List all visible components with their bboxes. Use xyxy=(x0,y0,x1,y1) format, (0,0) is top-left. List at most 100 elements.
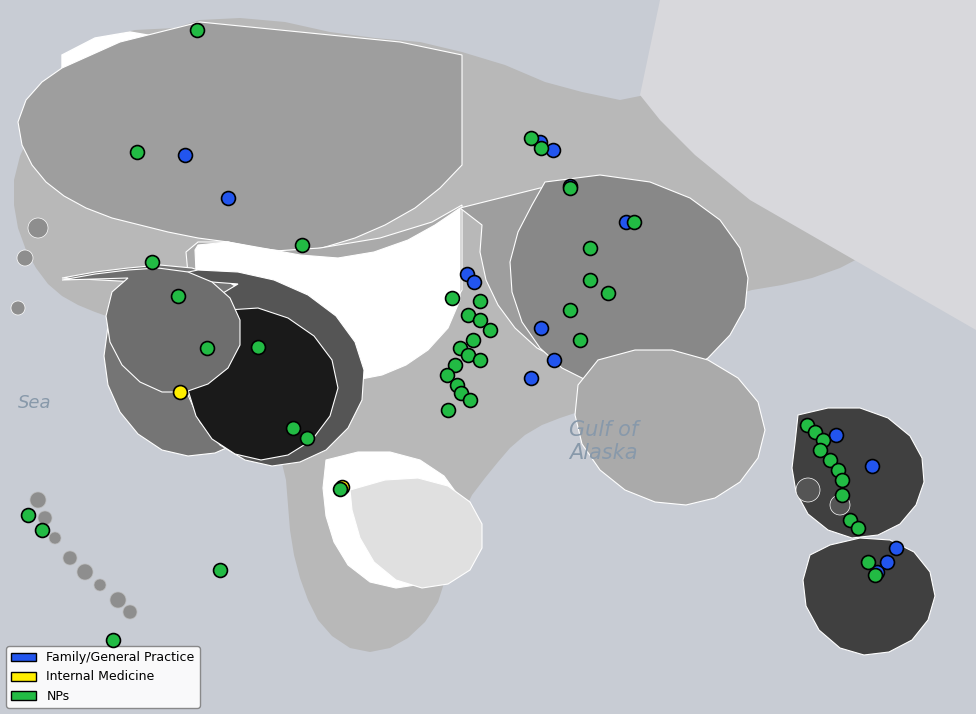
Point xyxy=(300,432,315,443)
Legend: Family/General Practice, Internal Medicine, NPs: Family/General Practice, Internal Medici… xyxy=(6,646,199,708)
Point xyxy=(572,334,588,346)
Point xyxy=(562,304,578,316)
Point xyxy=(170,291,185,302)
Polygon shape xyxy=(188,308,338,460)
Point xyxy=(547,354,562,366)
Point xyxy=(466,334,481,346)
Point xyxy=(334,481,349,493)
Point xyxy=(444,292,460,303)
Polygon shape xyxy=(18,22,462,252)
Polygon shape xyxy=(186,205,462,380)
Polygon shape xyxy=(640,0,976,330)
Point xyxy=(815,434,831,446)
Point xyxy=(199,342,215,353)
Polygon shape xyxy=(62,265,283,456)
Text: Sea: Sea xyxy=(18,394,51,413)
Point xyxy=(600,287,616,298)
Polygon shape xyxy=(460,182,710,368)
Text: Gulf of
Alaska: Gulf of Alaska xyxy=(569,420,637,463)
Circle shape xyxy=(77,564,93,580)
Point xyxy=(439,369,455,381)
Point xyxy=(472,354,488,366)
Point xyxy=(461,309,476,321)
Point xyxy=(864,461,879,472)
Polygon shape xyxy=(14,18,922,652)
Point xyxy=(440,404,456,416)
Point xyxy=(562,182,578,193)
Point xyxy=(870,566,885,578)
Point xyxy=(860,556,875,568)
Point xyxy=(467,276,482,288)
Point xyxy=(461,349,476,361)
Circle shape xyxy=(28,218,48,238)
Point xyxy=(294,239,309,251)
Point xyxy=(105,634,121,645)
Point xyxy=(799,419,815,431)
Point xyxy=(807,426,823,438)
Point xyxy=(144,256,160,268)
Point xyxy=(523,372,539,383)
Point xyxy=(831,464,846,476)
Polygon shape xyxy=(350,478,482,588)
Polygon shape xyxy=(62,268,240,392)
Point xyxy=(627,216,642,228)
Polygon shape xyxy=(62,32,218,155)
Point xyxy=(129,146,144,158)
Point xyxy=(178,149,193,161)
Circle shape xyxy=(17,250,33,266)
Circle shape xyxy=(63,551,77,565)
Circle shape xyxy=(123,605,137,619)
Point xyxy=(447,359,463,371)
Point xyxy=(212,564,227,575)
Point xyxy=(172,386,187,398)
Circle shape xyxy=(110,592,126,608)
Point xyxy=(834,489,850,501)
Point xyxy=(20,509,36,521)
Circle shape xyxy=(830,495,850,515)
Point xyxy=(618,216,633,228)
Point xyxy=(221,192,236,203)
Point xyxy=(453,387,468,398)
Point xyxy=(459,268,474,280)
Point xyxy=(472,296,488,307)
Polygon shape xyxy=(803,538,935,655)
Polygon shape xyxy=(323,452,465,588)
Point xyxy=(189,24,205,36)
Point xyxy=(850,522,866,533)
Circle shape xyxy=(49,532,61,544)
Point xyxy=(250,341,265,353)
Point xyxy=(533,322,549,333)
Polygon shape xyxy=(792,408,924,538)
Point xyxy=(472,314,488,326)
Point xyxy=(34,524,50,536)
Circle shape xyxy=(796,478,820,502)
Point xyxy=(812,444,828,456)
Point xyxy=(546,144,561,156)
Point xyxy=(879,556,895,568)
Circle shape xyxy=(94,579,106,591)
Point xyxy=(834,474,850,486)
Point xyxy=(482,324,498,336)
Point xyxy=(523,132,539,144)
Point xyxy=(583,242,598,253)
Point xyxy=(829,429,844,441)
Point xyxy=(562,181,578,192)
Polygon shape xyxy=(195,208,460,380)
Point xyxy=(452,342,468,353)
Point xyxy=(533,142,549,154)
Point xyxy=(463,394,478,406)
Point xyxy=(868,569,883,580)
Point xyxy=(285,422,301,433)
Polygon shape xyxy=(160,270,364,466)
Point xyxy=(842,514,858,526)
Polygon shape xyxy=(575,350,765,505)
Point xyxy=(822,454,837,466)
Point xyxy=(449,379,465,391)
Point xyxy=(888,543,904,554)
Circle shape xyxy=(11,301,25,315)
Point xyxy=(583,274,598,286)
Point xyxy=(532,136,548,148)
Point xyxy=(332,483,347,495)
Circle shape xyxy=(30,492,46,508)
Polygon shape xyxy=(510,175,748,388)
